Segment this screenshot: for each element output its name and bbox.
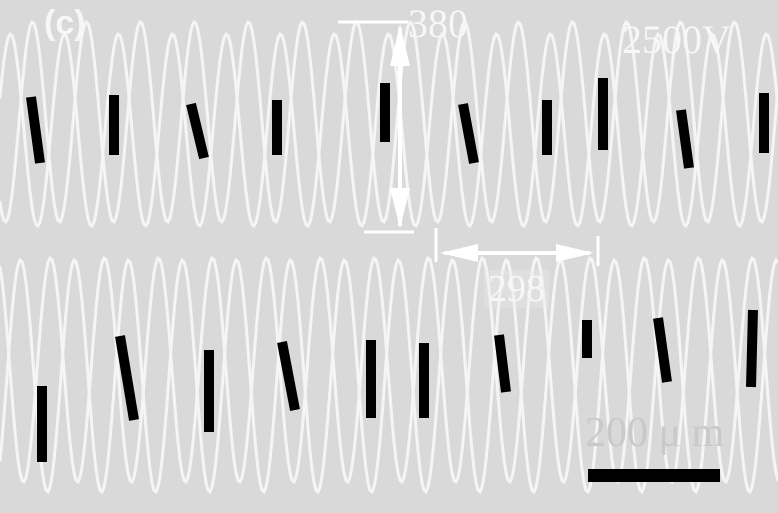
lower-wave-line [0,257,778,495]
black-marker [653,317,672,383]
black-marker-group [26,78,769,462]
measurement-annotations [338,20,600,266]
black-marker [277,341,300,411]
lower-wave-line-secondary [0,255,778,485]
vertical-arrow-head-bottom [390,188,410,228]
black-marker [115,335,139,421]
vertical-measure-label: 380 [408,1,468,46]
panel-label: (c) [44,4,86,42]
horizontal-measure-label: 298 [484,270,549,308]
black-marker [458,103,479,164]
black-marker [746,309,758,388]
black-marker [676,109,694,169]
voltage-label: 2500V [622,17,731,62]
vertical-arrow-head-top [390,24,410,66]
upper-wave-line-secondary [0,32,778,228]
black-marker [494,334,511,393]
scale-bar [588,469,720,482]
black-marker [26,96,45,164]
scale-bar-label: 200 μ m [585,410,725,456]
black-marker [186,102,209,160]
